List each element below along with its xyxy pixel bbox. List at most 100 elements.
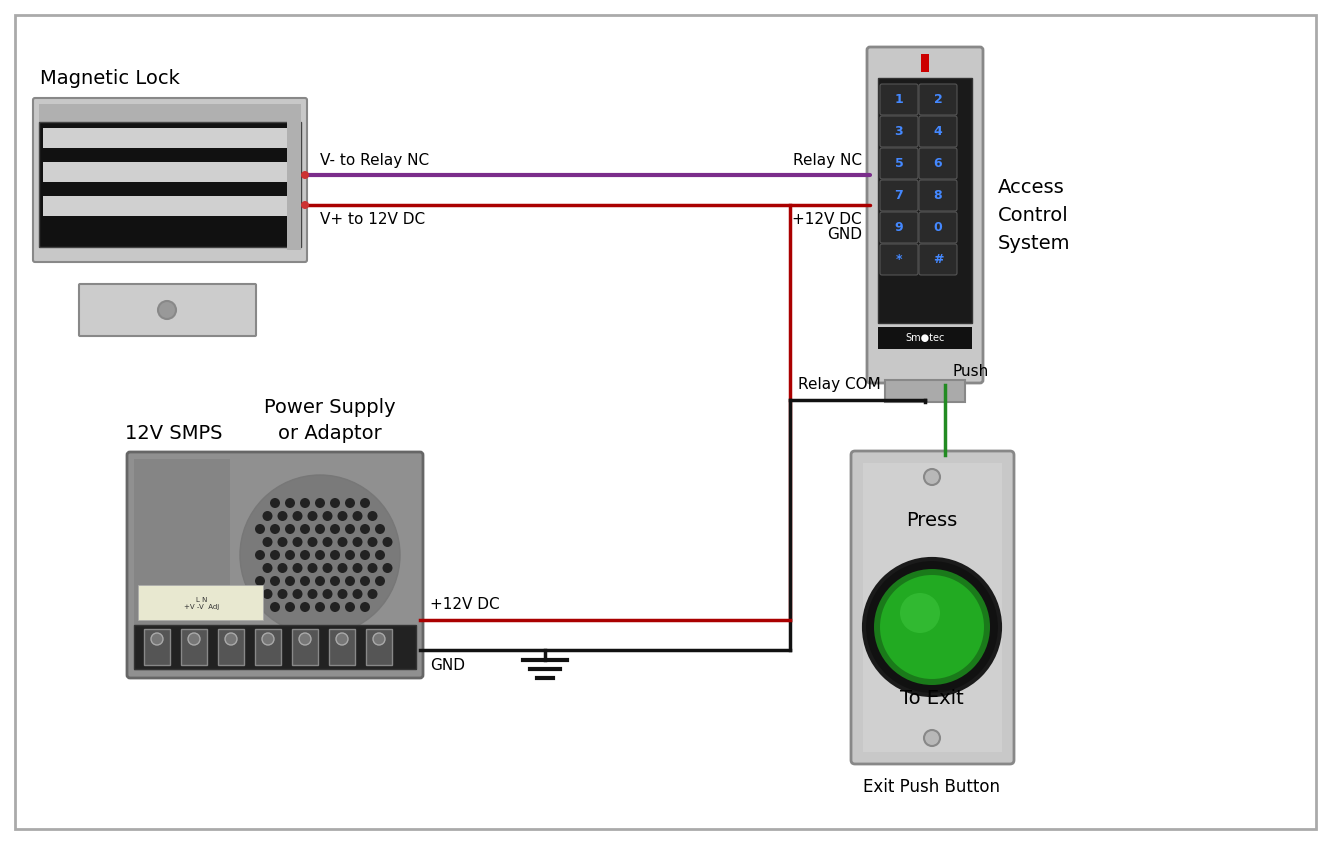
Bar (291, 629, 318, 665)
Circle shape (293, 511, 302, 521)
Circle shape (256, 550, 265, 560)
FancyBboxPatch shape (918, 244, 957, 275)
Circle shape (338, 511, 347, 521)
Bar (862, 463, 1002, 752)
Text: V+ to 12V DC: V+ to 12V DC (319, 212, 425, 227)
Text: 5: 5 (894, 157, 904, 170)
Bar (43, 162, 291, 182)
Bar (134, 625, 417, 669)
Circle shape (270, 576, 280, 586)
Text: Access
Control
System: Access Control System (998, 177, 1070, 252)
Circle shape (367, 563, 378, 573)
Circle shape (158, 301, 176, 319)
Circle shape (338, 537, 347, 547)
Bar (287, 110, 301, 250)
Circle shape (359, 602, 370, 612)
Circle shape (353, 537, 362, 547)
Text: 0: 0 (933, 221, 942, 234)
Circle shape (277, 563, 287, 573)
Text: 8: 8 (933, 189, 942, 202)
Text: V- to Relay NC: V- to Relay NC (319, 153, 429, 168)
Text: *: * (896, 253, 902, 266)
Circle shape (299, 498, 310, 508)
Bar (878, 327, 972, 349)
Text: Power Supply
or Adaptor: Power Supply or Adaptor (264, 398, 395, 443)
Circle shape (373, 633, 385, 645)
Circle shape (315, 498, 325, 508)
FancyBboxPatch shape (880, 116, 918, 147)
Text: Magnetic Lock: Magnetic Lock (40, 69, 180, 88)
Circle shape (262, 563, 273, 573)
Circle shape (293, 537, 302, 547)
Circle shape (335, 633, 347, 645)
Circle shape (285, 602, 295, 612)
Circle shape (299, 550, 310, 560)
Circle shape (256, 576, 265, 586)
Circle shape (299, 576, 310, 586)
Circle shape (382, 563, 393, 573)
Bar (134, 459, 230, 671)
Text: To Exit: To Exit (900, 689, 964, 707)
Circle shape (367, 511, 378, 521)
Text: +12V DC: +12V DC (792, 212, 862, 227)
Circle shape (301, 201, 309, 209)
Circle shape (299, 524, 310, 534)
Circle shape (864, 559, 1000, 695)
Text: Relay NC: Relay NC (793, 153, 862, 168)
Circle shape (270, 498, 280, 508)
Circle shape (880, 575, 984, 679)
Circle shape (322, 563, 333, 573)
Circle shape (322, 511, 333, 521)
Bar (43, 196, 291, 216)
Circle shape (874, 569, 990, 685)
FancyBboxPatch shape (918, 148, 957, 179)
Circle shape (225, 633, 237, 645)
Text: 2: 2 (933, 93, 942, 106)
Circle shape (315, 524, 325, 534)
Circle shape (270, 524, 280, 534)
Text: 1: 1 (894, 93, 904, 106)
Circle shape (262, 633, 274, 645)
Text: Exit Push Button: Exit Push Button (864, 778, 1001, 796)
Circle shape (240, 475, 401, 635)
Circle shape (299, 602, 310, 612)
Text: 3: 3 (894, 125, 904, 138)
Circle shape (338, 563, 347, 573)
Circle shape (277, 511, 287, 521)
Circle shape (262, 589, 273, 599)
FancyBboxPatch shape (918, 180, 957, 211)
Bar (181, 629, 208, 665)
Bar (39, 122, 301, 247)
Text: L N
+V -V  Adj: L N +V -V Adj (185, 597, 220, 609)
Circle shape (338, 589, 347, 599)
FancyBboxPatch shape (918, 212, 957, 243)
FancyBboxPatch shape (918, 84, 957, 115)
Circle shape (330, 576, 339, 586)
FancyBboxPatch shape (880, 180, 918, 211)
Text: Sm●tec: Sm●tec (905, 333, 945, 343)
Circle shape (367, 537, 378, 547)
Bar (218, 629, 244, 665)
Text: 6: 6 (933, 157, 942, 170)
Text: 9: 9 (894, 221, 904, 234)
FancyBboxPatch shape (79, 284, 256, 336)
Circle shape (924, 469, 940, 485)
Circle shape (315, 576, 325, 586)
Circle shape (322, 537, 333, 547)
Circle shape (270, 602, 280, 612)
Circle shape (345, 524, 355, 534)
Circle shape (285, 576, 295, 586)
Circle shape (307, 589, 318, 599)
FancyBboxPatch shape (880, 212, 918, 243)
Circle shape (359, 550, 370, 560)
Text: Relay COM: Relay COM (799, 377, 881, 392)
FancyBboxPatch shape (33, 98, 307, 262)
Circle shape (359, 524, 370, 534)
Text: #: # (933, 253, 944, 266)
Circle shape (293, 589, 302, 599)
Circle shape (345, 602, 355, 612)
FancyBboxPatch shape (918, 116, 957, 147)
Circle shape (256, 524, 265, 534)
FancyBboxPatch shape (880, 84, 918, 115)
Circle shape (345, 576, 355, 586)
